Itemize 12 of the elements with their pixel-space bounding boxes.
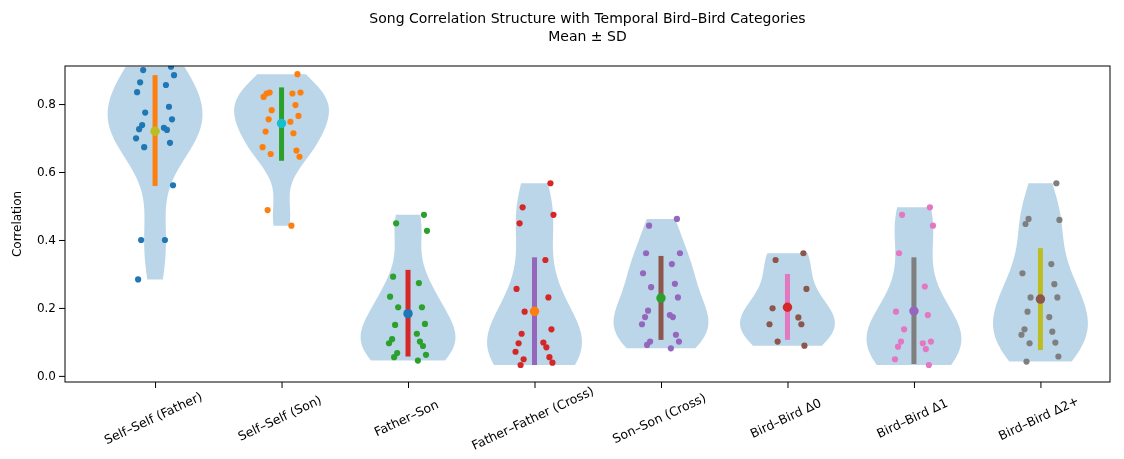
y-tick-label: 0.4: [36, 233, 56, 248]
y-tick-label: 0.8: [36, 97, 56, 112]
bar: [658, 255, 664, 340]
y-tick-label: 0.2: [36, 301, 56, 316]
bar: [911, 257, 917, 364]
chart-title: Song Correlation Structure with Temporal Bird–Bird Categories: [369, 10, 806, 26]
chart-subtitle: Mean ± SD: [548, 28, 627, 44]
y-tick-label: 0.0: [36, 369, 56, 384]
y-axis-title: Correlation: [10, 190, 24, 258]
bar: [152, 75, 158, 186]
bar: [405, 269, 411, 357]
y-tick-label: 0.6: [36, 165, 56, 180]
